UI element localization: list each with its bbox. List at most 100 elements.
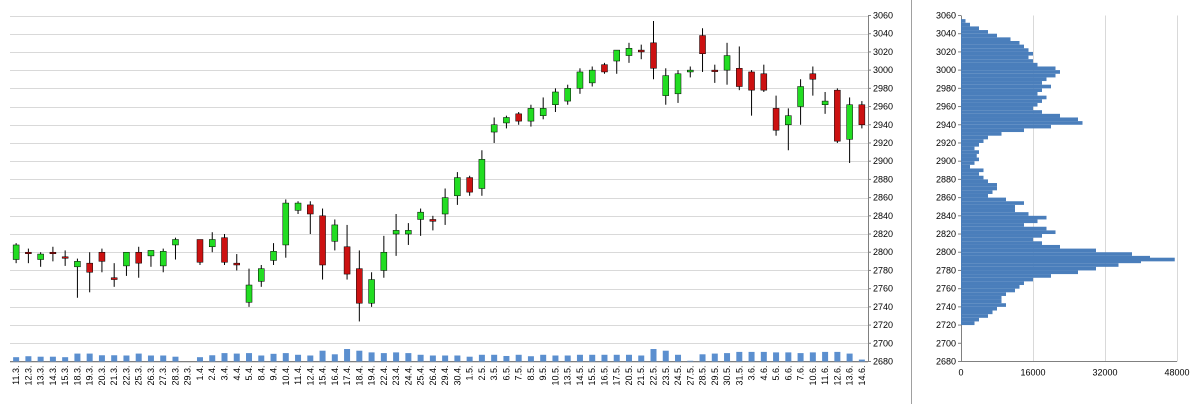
- volume-bar: [540, 354, 547, 362]
- volume-bar: [638, 355, 645, 362]
- volume-profile-bars: [961, 19, 1175, 326]
- profile-bar: [961, 33, 997, 38]
- volume-bar: [846, 353, 853, 362]
- x-tick-label: 14.5.: [575, 366, 585, 386]
- profile-bar: [961, 135, 988, 140]
- candle-body-down: [343, 246, 351, 275]
- profile-bar: [961, 113, 1060, 118]
- candle-body-down: [25, 251, 32, 254]
- profile-bar: [961, 110, 1042, 114]
- candle-body-up: [662, 75, 670, 96]
- volume-bar: [344, 349, 351, 362]
- y-tick-label: 2680: [936, 357, 956, 367]
- profile-bar: [961, 132, 1002, 136]
- y-tick-label: 3040: [873, 29, 893, 39]
- candle-body-up: [123, 251, 130, 267]
- candle-body-up: [208, 239, 216, 248]
- x-tick-label: 17.4.: [342, 366, 352, 386]
- profile-bar: [961, 48, 1029, 52]
- profile-bar: [961, 314, 988, 318]
- volume-bar: [662, 350, 669, 362]
- y-tick-label: 3060: [936, 11, 956, 21]
- profile-bar: [961, 172, 979, 176]
- profile-bar: [961, 201, 1024, 205]
- x-tick-label: 9.5.: [538, 366, 548, 381]
- y-tick-label: 2940: [873, 120, 893, 130]
- volume-bar: [393, 352, 400, 362]
- x-tick-label: 16000: [1020, 368, 1045, 378]
- candle-body-down: [429, 219, 437, 222]
- x-tick-label: 4.6.: [759, 366, 769, 381]
- profile-bar: [961, 285, 1020, 289]
- candle-body-up: [576, 71, 584, 89]
- candle-body-down: [61, 256, 69, 259]
- candle-body-up: [12, 244, 20, 260]
- candle-body-down: [809, 73, 817, 80]
- profile-bar: [961, 215, 1047, 220]
- x-tick-label: 29.5.: [710, 366, 720, 386]
- candle-body-up: [37, 253, 44, 260]
- candle-body-up: [797, 86, 804, 107]
- volume-bar: [111, 355, 118, 362]
- x-tick-label: 30.4.: [452, 366, 462, 386]
- candle-body-up: [392, 230, 400, 235]
- volume-bar: [809, 352, 816, 362]
- volume-bar: [417, 354, 424, 362]
- x-tick-label: 26.3.: [146, 366, 156, 386]
- volume-bar: [160, 355, 167, 362]
- x-tick-label: 5.6.: [771, 366, 781, 381]
- profile-bar: [961, 204, 1015, 209]
- candle-body-up: [785, 115, 792, 126]
- volume-bar: [282, 353, 289, 362]
- y-tick-label: 2700: [873, 338, 893, 348]
- profile-bar: [961, 66, 1056, 71]
- y-tick-label: 2720: [936, 320, 956, 330]
- volume-bar: [711, 353, 718, 362]
- profile-bar: [961, 146, 975, 151]
- candle-body-down: [49, 251, 57, 254]
- y-tick-label: 2740: [873, 302, 893, 312]
- volume-bar: [797, 353, 804, 362]
- candle-body-down: [356, 268, 363, 304]
- candle-body-up: [687, 69, 694, 73]
- volume-bar: [429, 355, 436, 362]
- volume-bar: [368, 352, 375, 362]
- candle-body-down: [221, 237, 228, 263]
- profile-bar: [961, 91, 1038, 96]
- profile-bar: [961, 164, 970, 169]
- candle-body-down: [196, 239, 204, 263]
- profile-bar: [961, 153, 977, 158]
- y-tick-label: 2760: [936, 284, 956, 294]
- candle-body-down: [86, 262, 93, 273]
- candle-body-up: [331, 224, 339, 242]
- profile-bar: [961, 62, 1038, 67]
- profile-bar: [961, 310, 993, 315]
- x-tick-label: 12.3.: [23, 366, 33, 386]
- y-tick-label: 2920: [936, 138, 956, 148]
- x-tick-label: 14.3.: [48, 366, 58, 386]
- y-tick-label: 2820: [936, 229, 956, 239]
- y-tick-label: 2860: [873, 193, 893, 203]
- candle-body-up: [172, 239, 179, 246]
- volume-bar: [147, 355, 154, 362]
- profile-y-axis: 2680 2700 2720 2740 2760 2780 2800 2820 2840 2860…: [936, 11, 961, 367]
- candle-body-up: [294, 202, 302, 211]
- x-tick-label: 28.5.: [698, 366, 708, 386]
- x-tick-label: 18.3.: [72, 366, 82, 386]
- candle-body-up: [588, 69, 596, 84]
- x-tick-label: 8.4.: [256, 366, 266, 381]
- profile-bar: [961, 19, 966, 23]
- profile-bar: [961, 70, 1060, 74]
- profile-bar: [961, 99, 1042, 103]
- y-tick-label: 3020: [873, 47, 893, 57]
- y-tick-label: 2760: [873, 284, 893, 294]
- volume-bar: [209, 355, 216, 362]
- profile-bar: [961, 59, 1033, 63]
- candle-body-down: [650, 42, 657, 69]
- candle-body-down: [466, 177, 473, 193]
- profile-bar: [961, 237, 1033, 242]
- profile-bar: [961, 288, 1015, 293]
- x-tick-label: 28.3.: [170, 366, 180, 386]
- candle-body-up: [625, 48, 633, 56]
- candle-body-up: [674, 73, 682, 95]
